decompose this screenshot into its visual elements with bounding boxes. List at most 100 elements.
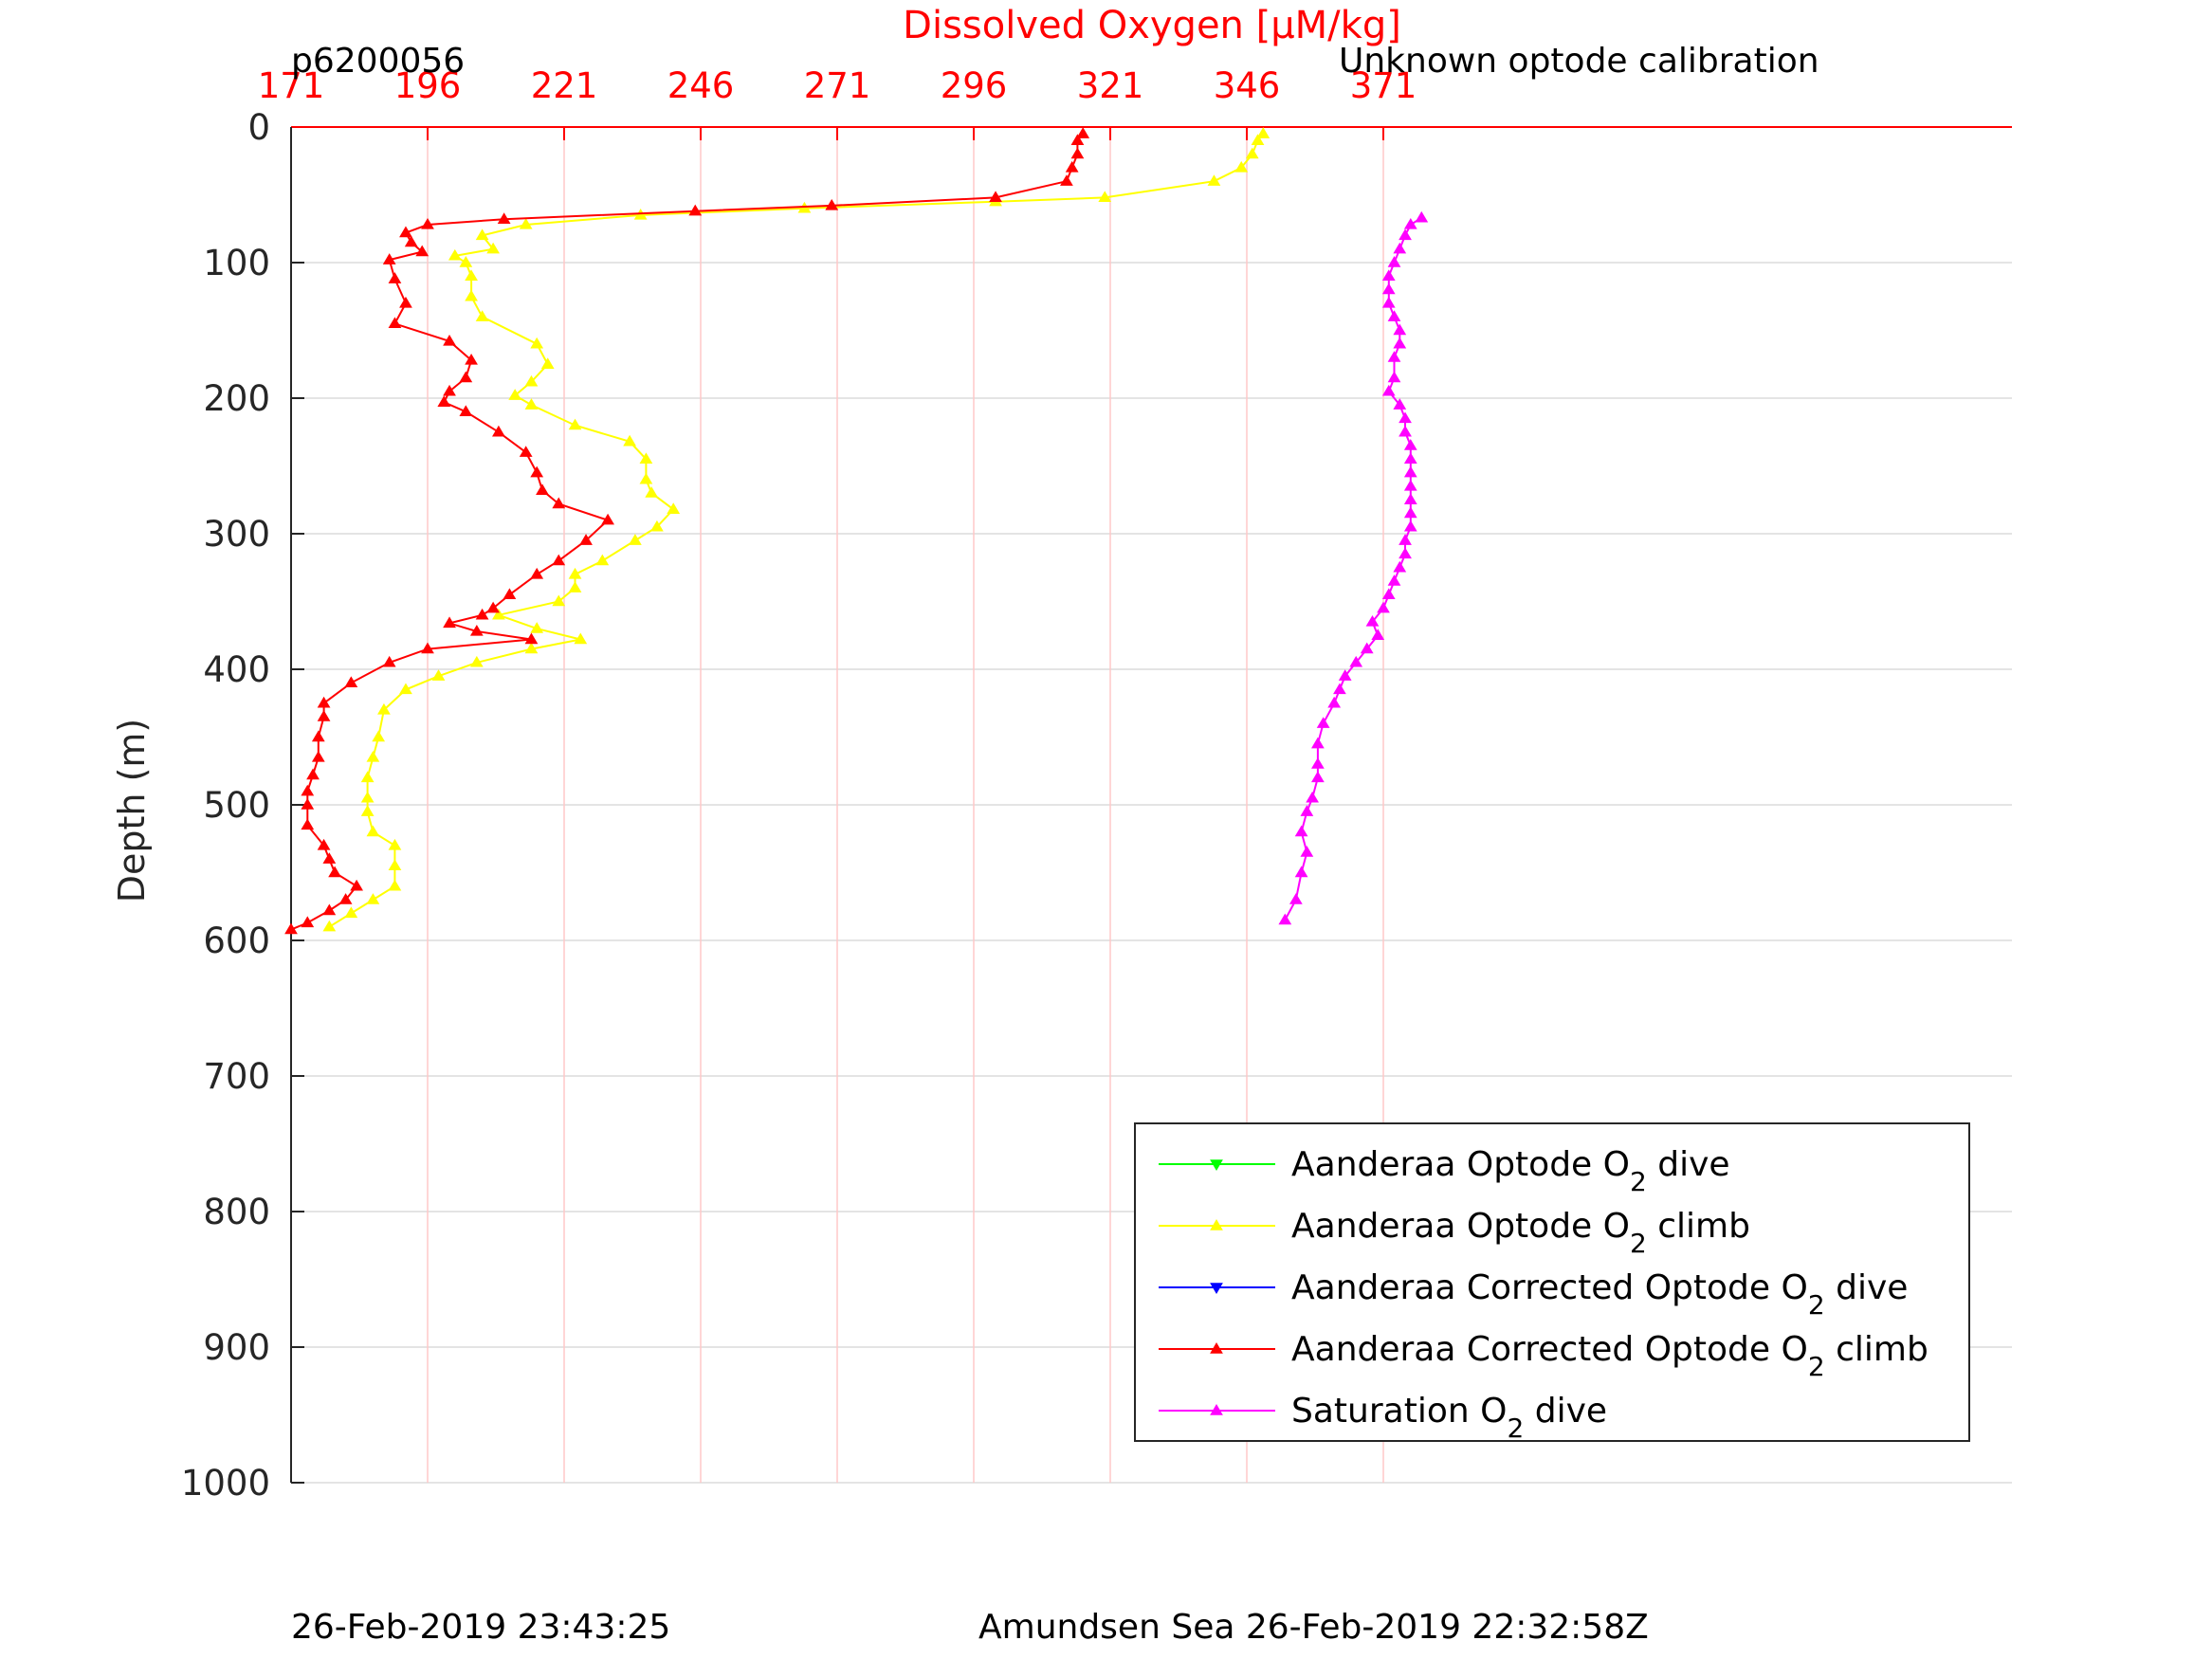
legend-box bbox=[1134, 1122, 1970, 1442]
legend: Aanderaa Optode O2 dive Aanderaa Optode O… bbox=[1134, 1122, 1970, 1444]
legend-marker bbox=[1210, 1404, 1223, 1415]
dive-id-label: p6200056 bbox=[291, 42, 465, 81]
aanderaa-optode-o2-climb-point bbox=[568, 581, 582, 592]
legend-label: Aanderaa Optode O2 climb bbox=[1291, 1207, 1750, 1259]
saturation-o2-dive-point bbox=[1306, 791, 1319, 803]
aanderaa-optode-o2-climb-point bbox=[1098, 191, 1112, 203]
aanderaa-corrected-optode-o2-climb-point bbox=[530, 465, 544, 478]
aanderaa-optode-o2-climb-point bbox=[388, 859, 402, 871]
saturation-o2-dive-point bbox=[1294, 825, 1308, 837]
saturation-o2-dive-point bbox=[1387, 574, 1401, 586]
aanderaa-corrected-optode-o2-climb-point bbox=[524, 632, 539, 645]
aanderaa-corrected-optode-o2-climb-point bbox=[317, 710, 331, 721]
aanderaa-optode-o2-climb-point bbox=[360, 771, 375, 783]
aanderaa-optode-o2-climb-point bbox=[667, 502, 681, 514]
aanderaa-corrected-optode-o2-climb-point bbox=[317, 696, 331, 708]
aanderaa-optode-o2-climb-point bbox=[508, 389, 522, 400]
aanderaa-optode-o2-climb-point bbox=[568, 567, 582, 579]
aanderaa-corrected-optode-o2-climb-point bbox=[301, 818, 315, 830]
saturation-o2-dive-point bbox=[1371, 629, 1385, 640]
saturation-o2-dive-point bbox=[1294, 866, 1308, 878]
aanderaa-optode-o2-climb-point bbox=[366, 825, 380, 837]
x-tick-label: 346 bbox=[1214, 65, 1281, 106]
series-layer bbox=[284, 127, 1429, 935]
aanderaa-corrected-optode-o2-climb-point bbox=[601, 513, 614, 525]
y-tick-label: 900 bbox=[203, 1327, 270, 1368]
aanderaa-optode-o2-climb-point bbox=[645, 486, 659, 498]
saturation-o2-dive-point bbox=[1403, 506, 1417, 519]
aanderaa-corrected-optode-o2-climb-point bbox=[311, 730, 325, 742]
aanderaa-corrected-optode-o2-climb-point bbox=[344, 676, 358, 687]
footer-location-time: Amundsen Sea 26-Feb-2019 22:32:58Z bbox=[978, 1608, 1649, 1647]
aanderaa-corrected-optode-o2-climb-point bbox=[475, 608, 489, 620]
aanderaa-corrected-optode-o2-climb-point bbox=[382, 655, 396, 667]
saturation-o2-dive-point bbox=[1381, 588, 1396, 600]
aanderaa-optode-o2-climb-line bbox=[328, 133, 1265, 928]
aanderaa-optode-o2-climb-point bbox=[650, 520, 664, 532]
aanderaa-optode-o2-climb-point bbox=[623, 434, 636, 447]
aanderaa-corrected-optode-o2-climb-point bbox=[284, 922, 298, 935]
aanderaa-optode-o2-climb-point bbox=[475, 228, 489, 241]
aanderaa-optode-o2-climb-point bbox=[519, 217, 533, 229]
saturation-o2-dive-point bbox=[1278, 913, 1292, 925]
aanderaa-corrected-optode-o2-climb-point bbox=[519, 446, 533, 457]
aanderaa-optode-o2-climb-point bbox=[344, 906, 358, 919]
saturation-o2-dive-point bbox=[1381, 296, 1396, 308]
aanderaa-corrected-optode-o2-climb-point bbox=[301, 784, 315, 796]
aanderaa-optode-o2-climb-point bbox=[322, 920, 337, 932]
aanderaa-optode-o2-climb-point bbox=[366, 893, 380, 904]
y-tick-label: 200 bbox=[203, 378, 270, 419]
saturation-o2-dive-point bbox=[1289, 893, 1303, 904]
aanderaa-corrected-optode-o2-climb-point bbox=[536, 483, 549, 495]
y-tick-label: 600 bbox=[203, 921, 270, 961]
saturation-o2-dive-point bbox=[1398, 228, 1412, 241]
aanderaa-corrected-optode-o2-climb-point bbox=[443, 616, 456, 629]
saturation-o2-dive-point bbox=[1349, 655, 1363, 667]
y-tick-label: 400 bbox=[203, 649, 270, 690]
saturation-o2-dive-point bbox=[1360, 642, 1374, 654]
aanderaa-optode-o2-climb-point bbox=[530, 337, 544, 349]
legend-label: Saturation O2 dive bbox=[1291, 1392, 1607, 1444]
legend-label: Aanderaa Optode O2 dive bbox=[1291, 1145, 1730, 1197]
aanderaa-corrected-optode-o2-climb-point bbox=[301, 798, 315, 810]
aanderaa-optode-o2-climb-point bbox=[366, 750, 380, 762]
aanderaa-corrected-optode-o2-climb-line bbox=[290, 133, 1084, 931]
y-tick-label: 100 bbox=[203, 243, 270, 283]
aanderaa-corrected-optode-o2-climb-point bbox=[530, 567, 544, 579]
aanderaa-corrected-optode-o2-climb-point bbox=[404, 235, 418, 247]
saturation-o2-dive-point bbox=[1338, 669, 1352, 681]
aanderaa-corrected-optode-o2-climb-point bbox=[989, 191, 1002, 203]
aanderaa-optode-o2-climb-point bbox=[639, 452, 653, 465]
aanderaa-optode-o2-climb-point bbox=[1245, 147, 1259, 159]
aanderaa-corrected-optode-o2-climb-point bbox=[322, 852, 337, 864]
aanderaa-corrected-optode-o2-climb-point bbox=[552, 554, 566, 566]
aanderaa-corrected-optode-o2-climb-point bbox=[443, 334, 456, 346]
aanderaa-corrected-optode-o2-climb-point bbox=[317, 838, 331, 850]
saturation-o2-dive-point bbox=[1398, 411, 1412, 424]
saturation-o2-dive-point bbox=[1415, 210, 1429, 223]
aanderaa-optode-o2-climb-point bbox=[1207, 174, 1221, 186]
saturation-o2-dive-point bbox=[1387, 256, 1401, 267]
aanderaa-optode-o2-climb-point bbox=[360, 791, 375, 803]
y-axis-title: Depth (m) bbox=[111, 719, 153, 903]
aanderaa-corrected-optode-o2-climb-point bbox=[469, 624, 484, 636]
saturation-o2-dive-point bbox=[1393, 337, 1407, 349]
saturation-o2-dive-point bbox=[1403, 452, 1417, 465]
legend-marker bbox=[1210, 1219, 1223, 1231]
aanderaa-corrected-optode-o2-climb-point bbox=[437, 395, 451, 407]
aanderaa-optode-o2-climb-point bbox=[492, 608, 505, 620]
aanderaa-optode-o2-climb-point bbox=[530, 622, 544, 633]
legend-marker bbox=[1210, 1342, 1223, 1354]
aanderaa-optode-o2-climb-point bbox=[1251, 134, 1265, 145]
aanderaa-optode-o2-climb-point bbox=[1234, 160, 1249, 173]
aanderaa-corrected-optode-o2-climb-point bbox=[421, 217, 434, 229]
x-tick-label: 246 bbox=[667, 65, 735, 106]
aanderaa-corrected-optode-o2-climb-point bbox=[825, 198, 839, 210]
x-tick-label: 371 bbox=[1350, 65, 1417, 106]
saturation-o2-dive-point bbox=[1403, 520, 1417, 532]
saturation-o2-dive-point bbox=[1300, 805, 1314, 816]
saturation-o2-dive-point bbox=[1403, 465, 1417, 478]
saturation-o2-dive-point bbox=[1403, 439, 1417, 450]
saturation-o2-dive-point bbox=[1387, 310, 1401, 321]
x-tick-label: 271 bbox=[804, 65, 871, 106]
